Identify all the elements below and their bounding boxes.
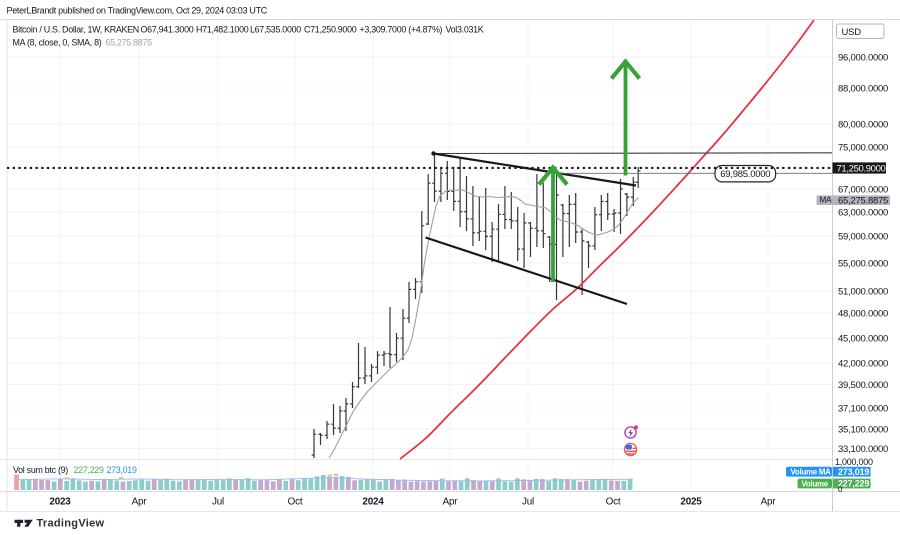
svg-text:37,100.0000: 37,100.0000 xyxy=(838,403,888,414)
svg-text:88,000.0000: 88,000.0000 xyxy=(838,83,888,94)
svg-text:2023: 2023 xyxy=(49,497,71,508)
svg-text:Volume: Volume xyxy=(802,479,829,488)
svg-text:75,000.0000: 75,000.0000 xyxy=(838,142,888,153)
svg-text:96,000.0000: 96,000.0000 xyxy=(838,52,888,63)
svg-text:67,000.0000: 67,000.0000 xyxy=(838,184,888,195)
svg-text:Bitcoin / U.S. Dollar, 1W, KRA: Bitcoin / U.S. Dollar, 1W, KRAKEN xyxy=(13,24,139,34)
svg-text:80,000.0000: 80,000.0000 xyxy=(838,119,888,130)
svg-text:TradingView: TradingView xyxy=(37,517,105,529)
svg-text:227,229: 227,229 xyxy=(74,465,104,475)
svg-text:C71,250.9000: C71,250.9000 xyxy=(304,24,357,34)
svg-text:273,019: 273,019 xyxy=(107,465,137,475)
svg-text:2025: 2025 xyxy=(680,497,702,508)
svg-text:Oct: Oct xyxy=(288,497,303,508)
svg-text:Jul: Jul xyxy=(522,497,534,508)
svg-text:Vol3.031K: Vol3.031K xyxy=(446,24,484,34)
svg-text:69,985.0000: 69,985.0000 xyxy=(720,169,770,180)
svg-text:MA: MA xyxy=(819,196,832,205)
svg-text:48,000.0000: 48,000.0000 xyxy=(838,308,888,319)
svg-text:33,100.0000: 33,100.0000 xyxy=(838,444,888,455)
svg-text:45,000.0000: 45,000.0000 xyxy=(838,333,888,344)
svg-text:Apr: Apr xyxy=(761,497,777,508)
svg-text:63,000.0000: 63,000.0000 xyxy=(838,207,888,218)
svg-text:227,229: 227,229 xyxy=(838,479,869,489)
svg-text:Apr: Apr xyxy=(132,497,148,508)
svg-text:L67,535.0000: L67,535.0000 xyxy=(250,24,301,34)
svg-text:O67,941.3000: O67,941.3000 xyxy=(141,24,194,34)
svg-text:+3,309.7000 (+4.87%): +3,309.7000 (+4.87%) xyxy=(360,24,443,34)
svg-text:Volume MA: Volume MA xyxy=(791,468,832,477)
svg-text:65,275.8875: 65,275.8875 xyxy=(838,195,888,206)
svg-text:55,000.0000: 55,000.0000 xyxy=(838,258,888,269)
svg-text:1,000,000: 1,000,000 xyxy=(835,457,873,467)
svg-text:Oct: Oct xyxy=(606,497,621,508)
svg-text:71,250.9000: 71,250.9000 xyxy=(837,164,886,175)
svg-text:USD: USD xyxy=(842,27,862,38)
svg-text:42,000.0000: 42,000.0000 xyxy=(838,358,888,369)
svg-text:35,100.0000: 35,100.0000 xyxy=(838,424,888,435)
svg-text:59,000.0000: 59,000.0000 xyxy=(838,231,888,242)
svg-text:65,275.8875: 65,275.8875 xyxy=(106,37,153,47)
svg-text:39,500.0000: 39,500.0000 xyxy=(838,380,888,391)
svg-text:0: 0 xyxy=(838,485,843,494)
svg-text:2024: 2024 xyxy=(362,497,384,508)
svg-text:MA (8, close, 0, SMA, 8): MA (8, close, 0, SMA, 8) xyxy=(13,37,102,47)
svg-text:Apr: Apr xyxy=(443,497,459,508)
svg-text:Jul: Jul xyxy=(212,497,224,508)
svg-text:H71,482.1000: H71,482.1000 xyxy=(196,24,249,34)
svg-text:Vol sum btc (9): Vol sum btc (9) xyxy=(13,465,68,475)
svg-text:PeterLBrandt published on Trad: PeterLBrandt published on TradingView.co… xyxy=(7,5,268,15)
svg-text:51,000.0000: 51,000.0000 xyxy=(838,286,888,297)
svg-text:273,019: 273,019 xyxy=(838,467,869,477)
